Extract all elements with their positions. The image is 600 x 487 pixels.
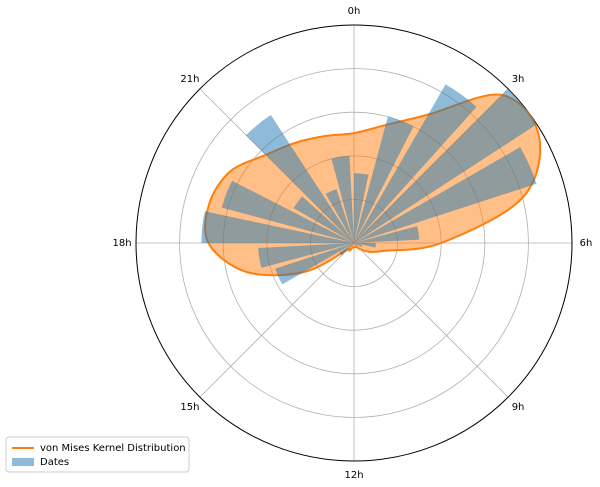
bar [221,180,354,243]
bar [293,196,354,243]
bar [354,88,537,243]
theta-label: 21h [180,74,199,85]
bar [354,116,414,243]
outer-circle [135,24,573,462]
bar [354,243,363,247]
bar [258,243,354,268]
legend-swatch [12,458,34,466]
bar [354,243,358,246]
bar [351,243,354,247]
bar [325,189,354,243]
legend-box [5,436,190,473]
theta-label: 6h [580,238,593,249]
bar [354,226,420,243]
theta-label: 9h [512,402,525,413]
theta-label: 12h [344,470,363,481]
theta-label: 18h [112,238,131,249]
grid-spoke [353,242,509,398]
theta-label: 3h [512,74,525,85]
bar [354,243,376,248]
bar [339,243,354,256]
bar [201,211,354,243]
theta-label: 0h [348,6,361,17]
bar [354,147,537,243]
legend-label: von Mises Kernel Distribution [40,443,186,454]
bar [331,155,354,243]
bar [354,84,477,244]
bar [354,173,369,243]
bar [246,115,354,243]
bar [275,243,354,285]
theta-label: 15h [180,402,199,413]
grid-spoke [199,242,355,398]
legend-label: Dates [40,457,69,468]
